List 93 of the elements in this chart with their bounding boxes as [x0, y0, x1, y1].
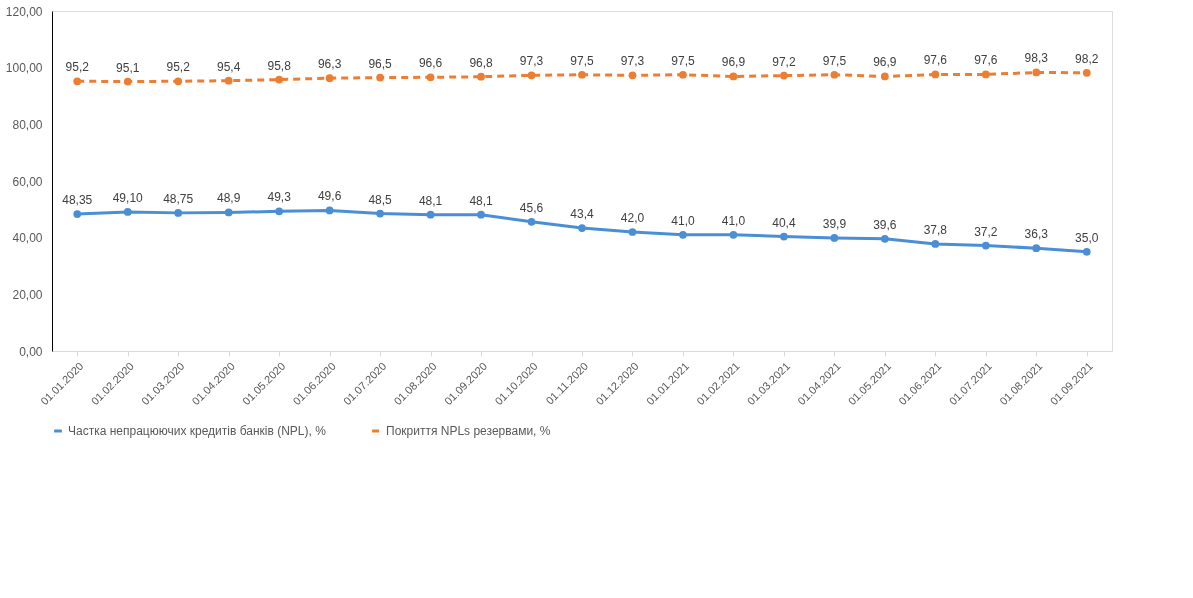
point: [780, 232, 788, 241]
data-label: 36,3: [1024, 227, 1049, 242]
point: [931, 70, 940, 79]
point: [325, 206, 334, 215]
data-label: 40,4: [772, 215, 796, 230]
point: [224, 208, 233, 217]
point: [527, 71, 536, 80]
point: [981, 70, 990, 79]
point: [679, 230, 687, 239]
data-label: 48,75: [163, 191, 194, 206]
point: [628, 71, 637, 80]
data-label: 98,2: [1075, 51, 1099, 66]
point: [477, 210, 485, 219]
data-label: 96,9: [873, 55, 897, 70]
point: [73, 77, 82, 86]
point: [123, 208, 132, 216]
data-label: 96,8: [469, 55, 494, 70]
data-label: 48,35: [62, 193, 93, 208]
point: [981, 241, 990, 250]
data-label: 97,5: [822, 53, 847, 68]
data-label: 98,3: [1024, 51, 1049, 66]
point: [628, 228, 637, 236]
point: [174, 77, 183, 86]
legend-label: Частка непрацюючих кредитів банків (NPL), %: [68, 424, 327, 438]
data-label: 95,8: [267, 58, 292, 73]
data-label: 97,2: [772, 54, 796, 69]
y-tick-label: 20,00: [12, 287, 43, 302]
data-label: 49,10: [112, 190, 144, 205]
data-label: 96,5: [368, 56, 393, 71]
data-label: 45,6: [519, 200, 544, 215]
point: [780, 71, 788, 80]
point: [1032, 244, 1041, 253]
data-label: 97,5: [671, 53, 695, 68]
data-label: 42,0: [620, 211, 645, 225]
y-tick-label: 80,00: [12, 117, 43, 132]
y-tick-label: 100,00: [5, 61, 43, 76]
data-label: 97,3: [519, 54, 544, 69]
point: [376, 209, 384, 218]
data-label: 97,6: [923, 53, 948, 68]
y-tick-label: 40,00: [12, 231, 43, 246]
point: [376, 73, 384, 82]
point: [729, 230, 738, 239]
data-label: 48,5: [368, 192, 393, 207]
data-label: 39,9: [822, 216, 847, 231]
point: [275, 75, 284, 84]
point: [527, 217, 536, 226]
data-label: 49,6: [317, 189, 342, 204]
data-label: 95,4: [216, 59, 241, 74]
point: [679, 70, 687, 79]
data-label: 43,4: [570, 207, 594, 222]
y-tick-label: 120,00: [5, 4, 43, 19]
data-label: 48,1: [469, 193, 494, 208]
point: [1082, 247, 1091, 256]
point: [1082, 68, 1091, 77]
y-tick-label: 60,00: [12, 174, 43, 189]
data-label: 48,9: [216, 191, 241, 206]
point: [830, 70, 839, 79]
point: [426, 73, 435, 82]
point: [578, 70, 586, 79]
point: [275, 207, 284, 216]
data-label: 95,1: [116, 60, 140, 75]
point: [73, 210, 82, 218]
point: [931, 240, 940, 248]
point: [325, 74, 334, 83]
legend-label: Покриття NPLs резервами, %: [386, 424, 551, 438]
point: [880, 234, 889, 243]
data-label: 39,6: [873, 217, 897, 232]
point: [729, 72, 738, 81]
point: [477, 72, 485, 81]
data-label: 95,2: [65, 60, 90, 75]
point: [578, 224, 586, 232]
data-label: 37,8: [923, 222, 948, 237]
point: [224, 76, 233, 85]
data-label: 97,3: [620, 54, 645, 69]
point: [174, 209, 183, 217]
y-tick-label: 0,00: [19, 344, 43, 359]
data-label: 48,1: [418, 193, 443, 208]
point: [426, 210, 435, 219]
data-label: 41,0: [671, 213, 695, 228]
data-label: 37,2: [974, 224, 998, 239]
point: [1032, 68, 1041, 77]
data-label: 97,5: [570, 53, 594, 68]
point: [830, 234, 839, 242]
data-label: 95,2: [166, 60, 191, 75]
point: [123, 77, 132, 86]
data-label: 96,9: [721, 55, 746, 70]
data-label: 97,6: [974, 53, 998, 68]
data-label: 96,3: [317, 57, 342, 72]
data-label: 96,6: [418, 56, 443, 71]
data-label: 49,3: [267, 190, 292, 205]
data-label: 41,0: [721, 213, 746, 228]
data-label: 35,0: [1075, 230, 1099, 245]
point: [880, 72, 889, 81]
